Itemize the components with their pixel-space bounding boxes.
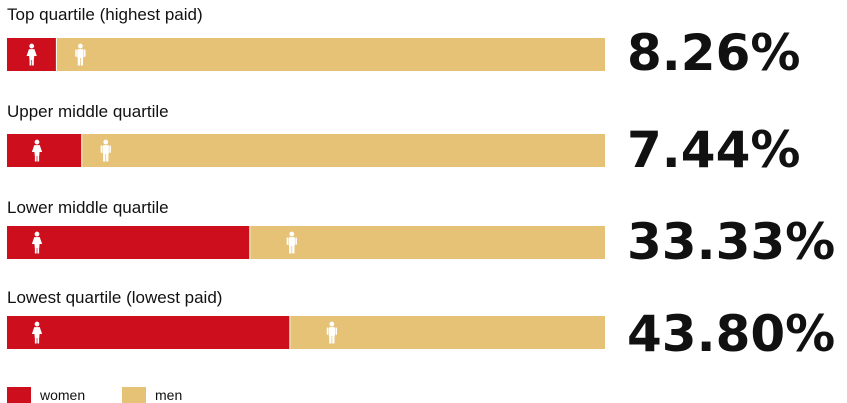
legend: women men xyxy=(7,387,182,403)
quartile-label: Lower middle quartile xyxy=(7,198,169,217)
percentage-label: 8.26% xyxy=(627,24,800,82)
legend-swatch-men xyxy=(122,387,146,403)
percentage-label: 43.80% xyxy=(627,305,835,363)
legend-label-women: women xyxy=(39,387,85,403)
bar-segment-women xyxy=(7,226,250,259)
percentage-label: 33.33% xyxy=(627,213,835,271)
legend-label-men: men xyxy=(155,387,182,403)
bar-segment-men xyxy=(81,134,605,167)
quartile-label: Top quartile (highest paid) xyxy=(7,5,203,24)
bar-segment-women xyxy=(7,134,82,167)
legend-swatch-women xyxy=(7,387,31,403)
quartile-rows: Top quartile (highest paid) 8.26% Upper mi… xyxy=(7,5,835,363)
bar-segment-men xyxy=(56,38,606,71)
bar-segment-women xyxy=(7,316,290,349)
bar-segment-men xyxy=(289,316,605,349)
bar-segment-men xyxy=(249,226,605,259)
quartile-label: Lowest quartile (lowest paid) xyxy=(7,288,222,307)
quartile-label: Upper middle quartile xyxy=(7,102,169,121)
percentage-label: 7.44% xyxy=(627,121,800,179)
